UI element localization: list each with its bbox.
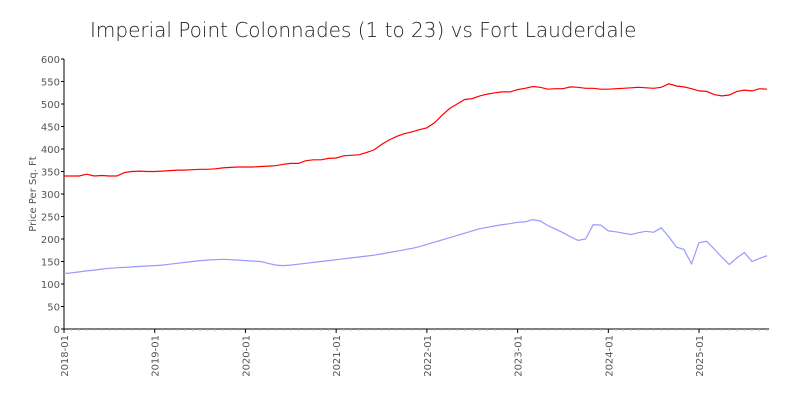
x-tick-label: 2025-01 bbox=[695, 335, 706, 377]
series-line-imperial-point-colonnades-1-to-23- bbox=[63, 218, 768, 275]
y-axis-label: Price Per Sq. Ft bbox=[28, 156, 39, 231]
y-tick-label: 0 bbox=[54, 325, 60, 336]
y-tick-label: 100 bbox=[41, 280, 60, 291]
y-tick-label: 150 bbox=[41, 258, 60, 269]
x-tick-label: 2023-01 bbox=[514, 335, 525, 377]
y-tick-label: 200 bbox=[41, 235, 60, 246]
x-tick-label: 2021-01 bbox=[332, 335, 343, 377]
y-tick-label: 350 bbox=[41, 168, 60, 179]
y-tick-label: 600 bbox=[41, 55, 60, 66]
y-tick-label: 500 bbox=[41, 100, 60, 111]
x-tick-label: 2024-01 bbox=[604, 335, 615, 377]
series-line-fort-lauderdale bbox=[64, 83, 768, 177]
x-tick-label: 2018-01 bbox=[60, 335, 71, 377]
y-tick-label: 400 bbox=[41, 145, 60, 156]
y-tick-label: 300 bbox=[41, 190, 60, 201]
y-tick-label: 50 bbox=[47, 303, 60, 314]
x-tick-label: 2019-01 bbox=[151, 335, 162, 377]
x-tick-label: 2020-01 bbox=[241, 335, 252, 377]
y-tick-label: 450 bbox=[41, 123, 60, 134]
y-tick-label: 250 bbox=[41, 213, 60, 224]
y-tick-label: 550 bbox=[41, 78, 60, 89]
x-tick-label: 2022-01 bbox=[423, 335, 434, 377]
chart-title: Imperial Point Colonnades (1 to 23) vs F… bbox=[90, 18, 636, 42]
